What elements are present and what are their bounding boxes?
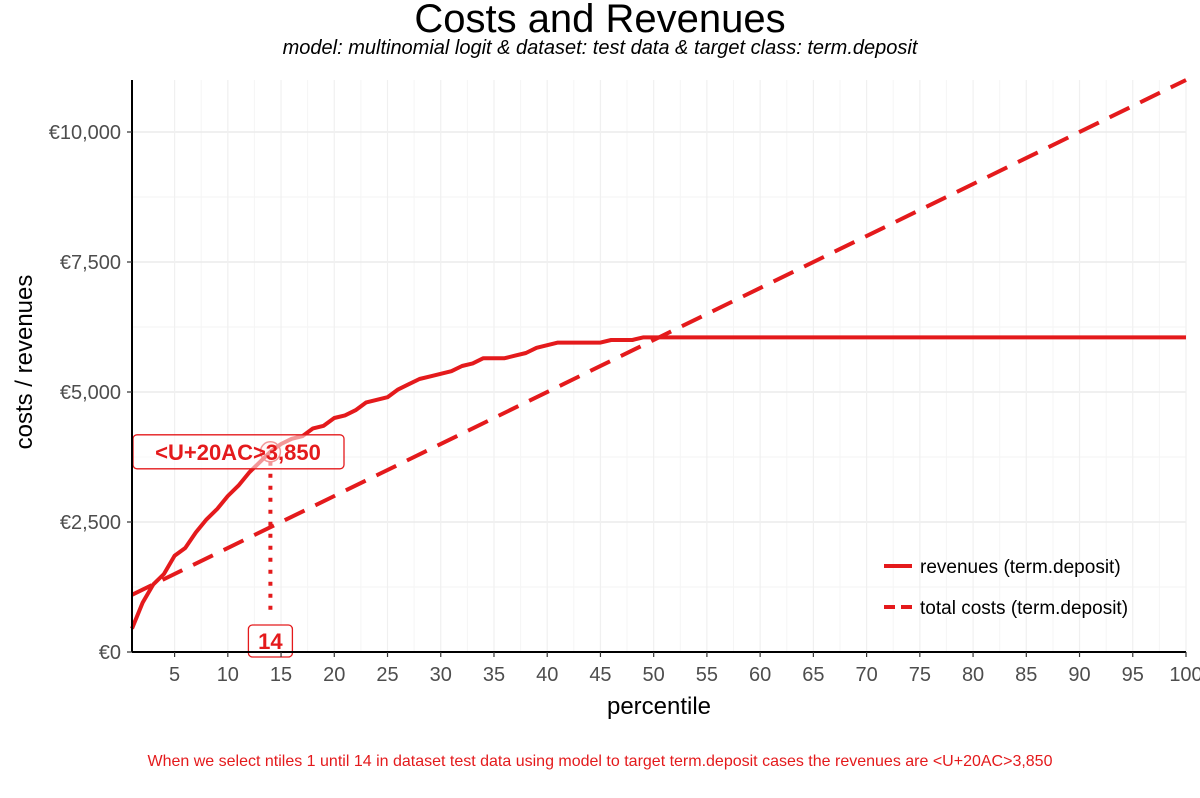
chart-title: Costs and Revenues <box>414 0 786 41</box>
total-costs-line <box>131 78 1187 597</box>
x-tick-label: 20 <box>323 664 345 686</box>
legend-label-revenues: revenues (term.deposit) <box>920 557 1121 578</box>
x-tick-label: 15 <box>270 664 292 686</box>
x-tick-label: 85 <box>1015 664 1037 686</box>
y-tick-label: €0 <box>99 642 121 664</box>
x-axis-title: percentile <box>607 693 711 720</box>
legend: revenues (term.deposit) total costs (term… <box>884 557 1128 619</box>
revenues-line <box>130 335 1186 630</box>
annotation-value-label: <U+20AC>3,850 <box>155 440 321 465</box>
y-axis-title: costs / revenues <box>11 275 38 450</box>
annotation-x-box <box>247 624 294 658</box>
x-tick-label: 55 <box>696 664 718 686</box>
x-tick-label: 80 <box>962 664 984 686</box>
x-tick-label: 60 <box>749 664 771 686</box>
x-tick-label: 25 <box>376 664 398 686</box>
x-tick-label: 30 <box>430 664 452 686</box>
x-tick-label: 70 <box>855 664 877 686</box>
y-tick-label: €7,500 <box>60 252 121 274</box>
chart-caption: When we select ntiles 1 until 14 in data… <box>147 753 1053 770</box>
x-tick-label: 75 <box>909 664 931 686</box>
legend-label-total-costs: total costs (term.deposit) <box>920 598 1128 619</box>
annotation-x-label: 14 <box>258 629 283 654</box>
y-tick-label: €2,500 <box>60 512 121 534</box>
x-tick-label: 50 <box>643 664 665 686</box>
x-tick-label: 40 <box>536 664 558 686</box>
chart-subtitle: model: multinomial logit & dataset: test… <box>282 37 918 59</box>
x-tick-label: 90 <box>1068 664 1090 686</box>
x-tick-label: 45 <box>589 664 611 686</box>
x-tick-label: 95 <box>1122 664 1144 686</box>
x-tick-label: 35 <box>483 664 505 686</box>
x-tick-label: 65 <box>802 664 824 686</box>
y-tick-label: €10,000 <box>49 122 121 144</box>
x-tick-label: 100 <box>1169 664 1200 686</box>
y-tick-label: €5,000 <box>60 382 121 404</box>
x-tick-label: 10 <box>217 664 239 686</box>
x-tick-label: 5 <box>169 664 180 686</box>
